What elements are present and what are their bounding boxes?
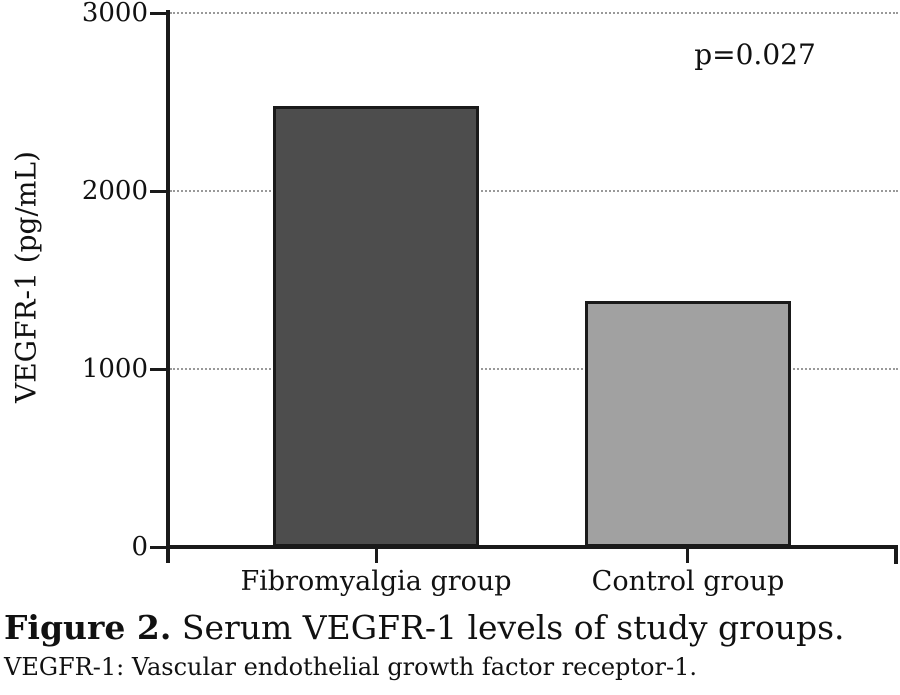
bar-fibromyalgia-group bbox=[273, 106, 479, 547]
y-tick-1000 bbox=[150, 368, 166, 371]
bar-control-group bbox=[585, 301, 791, 547]
y-tick-2000 bbox=[150, 190, 166, 193]
y-tick-label-0: 0 bbox=[131, 532, 148, 562]
figure-caption-text: Serum VEGFR-1 levels of study groups. bbox=[181, 608, 845, 647]
gridline-1000 bbox=[170, 368, 898, 370]
x-tick-label-control-group: Control group bbox=[591, 566, 785, 597]
figure-footnote: VEGFR-1: Vascular endothelial growth fac… bbox=[4, 653, 697, 681]
y-tick-label-3000: 3000 bbox=[81, 0, 148, 28]
p-value-annotation: p=0.027 bbox=[694, 38, 816, 71]
figure-caption: Figure 2. Serum VEGFR-1 levels of study … bbox=[4, 608, 845, 647]
y-tick-3000 bbox=[150, 12, 166, 15]
y-tick-label-2000: 2000 bbox=[81, 176, 148, 206]
gridline-2000 bbox=[170, 190, 898, 192]
y-axis-line bbox=[166, 10, 170, 563]
x-tick-label-fibromyalgia-group: Fibromyalgia group bbox=[240, 566, 512, 597]
x-tick-fibromyalgia-group bbox=[375, 549, 378, 563]
x-tick-control-group bbox=[686, 549, 689, 563]
y-tick-label-1000: 1000 bbox=[81, 354, 148, 384]
gridline-3000 bbox=[170, 12, 898, 14]
y-tick-0 bbox=[150, 546, 166, 549]
x-axis-line bbox=[166, 545, 898, 549]
figure-caption-label: Figure 2. bbox=[4, 608, 172, 647]
x-axis-end-tick bbox=[894, 545, 898, 564]
